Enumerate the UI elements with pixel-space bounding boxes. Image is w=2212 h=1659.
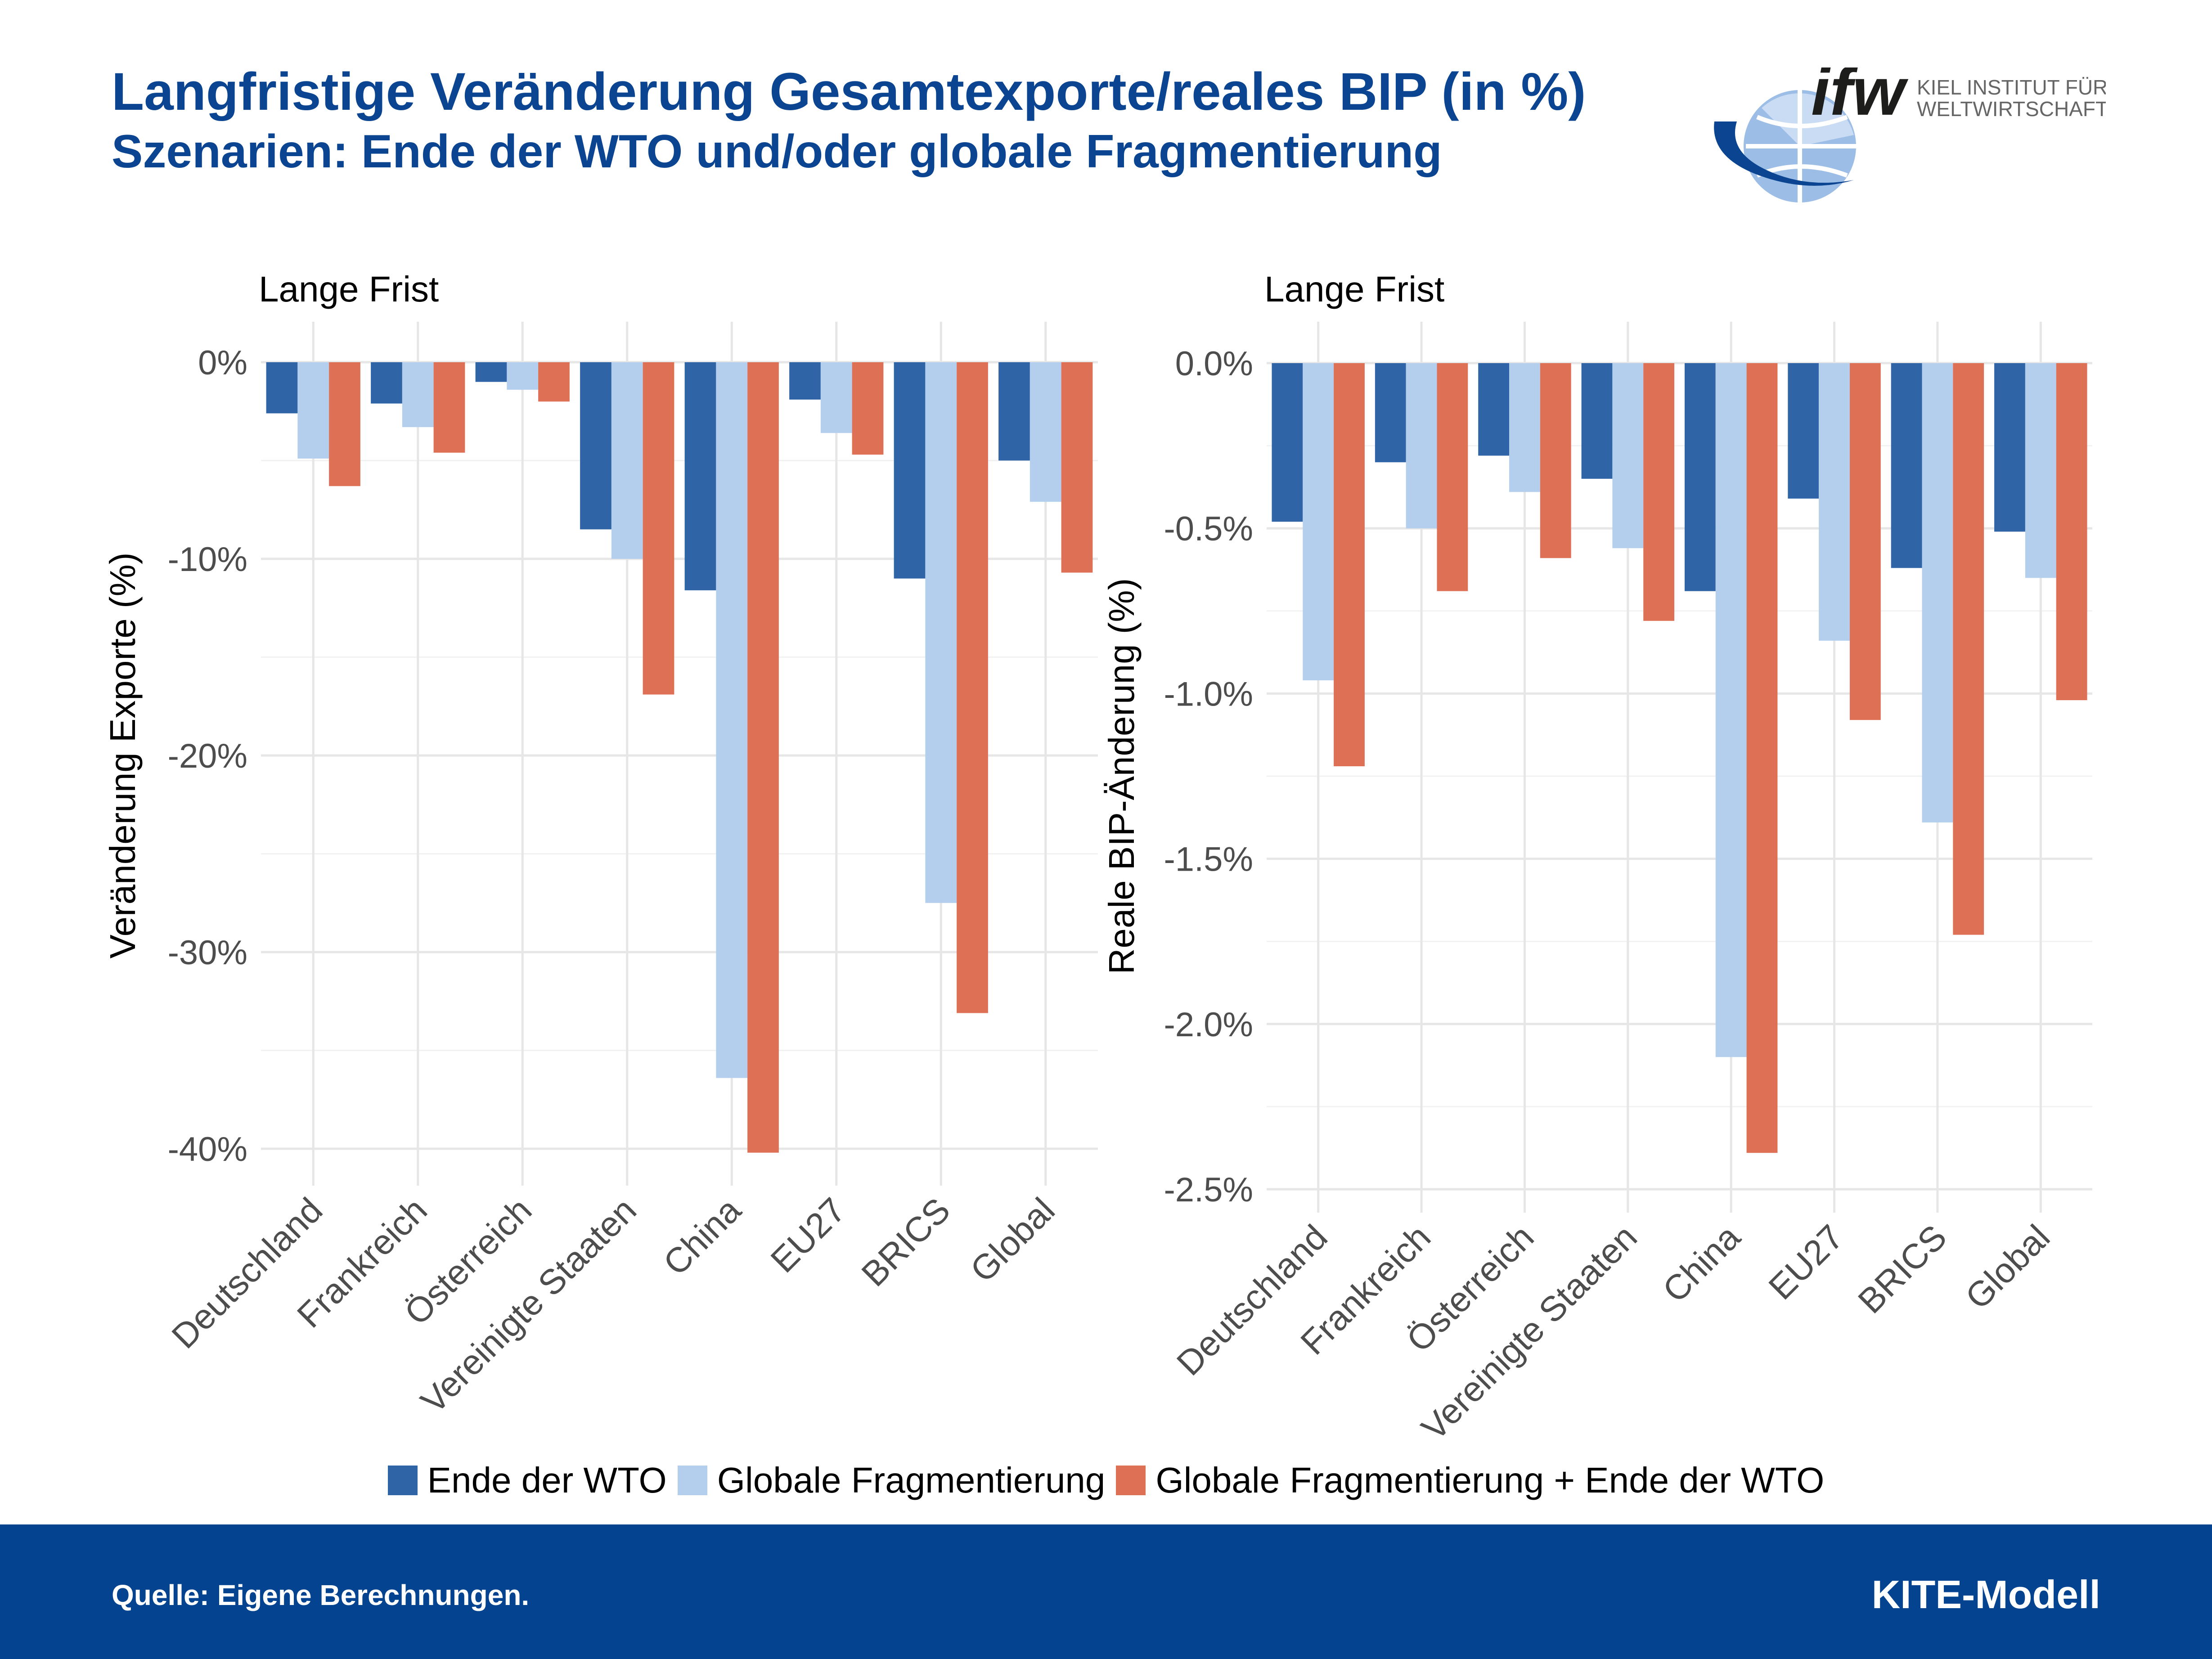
legend-swatch-ende-der-wto — [387, 1466, 418, 1495]
y-tick-label: -2.0% — [1164, 1006, 1253, 1044]
y-tick-label: -1.5% — [1164, 841, 1253, 879]
legend-item-kombiniert: Globale Fragmentierung + Ende der WTO — [1116, 1460, 1824, 1501]
chart-panel-2: 0.0% -0.5% -1.0% -1.5% -2.0% -2.5% Deutschland… — [1102, 269, 2092, 1448]
bar-brics-series-1 — [1891, 363, 1922, 568]
bar-frankreich-series-3 — [433, 362, 465, 453]
charts-area: 0%-10%-20%-30%-40%DeutschlandFrankreichÖ… — [103, 269, 2092, 1448]
legend-swatch-globale-fragmentierung — [677, 1466, 707, 1495]
y-tick-label: -2.5% — [1164, 1171, 1253, 1209]
bar-brics-series-2 — [925, 362, 957, 903]
y-axis-label: Reale BIP-Änderung (%) — [1102, 578, 1142, 974]
y-tick-label: -40% — [168, 1130, 247, 1169]
bar-china-series-3 — [1746, 363, 1778, 1153]
x-tick-label-deutschland: Deutschland — [164, 1190, 330, 1356]
bar-vereinigte-staaten-series-1 — [1581, 363, 1613, 479]
footer-bar: Quelle: Eigene Berechnungen. KITE-Modell — [0, 1524, 2212, 1659]
bar-frankreich-series-1 — [1375, 363, 1406, 463]
legend-label-kombiniert: Globale Fragmentierung + Ende der WTO — [1155, 1460, 1825, 1500]
y-tick-label: -1.0% — [1164, 675, 1253, 713]
logo-wordmark: ifw — [1811, 67, 1909, 129]
x-tick-label-brics: BRICS — [854, 1190, 958, 1294]
x-tick-label-deutschland: Deutschland — [1169, 1217, 1335, 1383]
x-tick-label-eu27: EU27 — [763, 1190, 853, 1280]
x-tick-label-brics: BRICS — [1850, 1217, 1954, 1321]
panel-title: Lange Frist — [259, 269, 439, 309]
bar-deutschland-series-3 — [329, 362, 360, 486]
y-tick-label: -10% — [168, 540, 247, 579]
bar-vereinigte-staaten-series-1 — [580, 362, 611, 530]
bar-brics-series-3 — [1953, 363, 1984, 935]
legend-label-globale-fragmentierung: Globale Fragmentierung — [717, 1460, 1106, 1500]
y-tick-label: -0.5% — [1164, 510, 1253, 548]
bar-global-series-2 — [1030, 362, 1061, 502]
bar-osterreich-series-1 — [475, 362, 507, 382]
bar-vereinigte-staaten-series-2 — [1612, 363, 1644, 549]
legend: Ende der WTO Globale Fragmentierung Glob… — [0, 1456, 2212, 1505]
bar-osterreich-series-1 — [1478, 363, 1510, 456]
panel-title: Lange Frist — [1264, 269, 1444, 309]
bar-frankreich-series-1 — [371, 362, 402, 404]
logo-line-2: WELTWIRTSCHAFT — [1917, 97, 2106, 121]
y-tick-label: -30% — [168, 934, 247, 972]
source-note: Quelle: Eigene Berechnungen. — [112, 1579, 530, 1611]
bar-deutschland-series-1 — [1272, 363, 1303, 522]
bar-china-series-2 — [716, 362, 748, 1078]
bar-vereinigte-staaten-series-3 — [643, 362, 674, 695]
bar-frankreich-series-2 — [1406, 363, 1437, 529]
bar-vereinigte-staaten-series-3 — [1643, 363, 1675, 621]
chart-panel-1: 0%-10%-20%-30%-40%DeutschlandFrankreichÖ… — [103, 269, 1098, 1421]
y-tick-label: 0.0% — [1175, 345, 1253, 383]
bar-eu27-series-3 — [852, 362, 884, 455]
y-tick-label: 0% — [198, 344, 247, 382]
x-tick-label-global: Global — [1958, 1217, 2058, 1317]
legend-label-ende-der-wto: Ende der WTO — [427, 1460, 667, 1500]
model-label: KITE-Modell — [1871, 1572, 2100, 1617]
bar-eu27-series-1 — [1788, 363, 1819, 499]
bar-china-series-3 — [747, 362, 779, 1153]
bar-brics-series-2 — [1922, 363, 1953, 823]
x-tick-label-china: China — [656, 1190, 749, 1283]
bar-eu27-series-2 — [820, 362, 852, 433]
bar-osterreich-series-3 — [538, 362, 570, 402]
bar-frankreich-series-3 — [1437, 363, 1468, 591]
bar-brics-series-3 — [957, 362, 988, 1013]
bar-china-series-1 — [684, 362, 716, 590]
page-subtitle: Szenarien: Ende der WTO und/oder globale… — [112, 126, 1442, 178]
bar-eu27-series-2 — [1819, 363, 1850, 641]
x-tick-label-eu27: EU27 — [1761, 1217, 1851, 1307]
bar-global-series-1 — [1994, 363, 2025, 532]
ifw-logo: ifw KIEL INSTITUT FÜR WELTWIRTSCHAFT — [1714, 67, 2106, 202]
bar-global-series-3 — [1061, 362, 1093, 573]
bar-deutschland-series-1 — [266, 362, 298, 414]
bar-deutschland-series-3 — [1334, 363, 1365, 766]
bar-osterreich-series-2 — [1509, 363, 1540, 492]
bar-brics-series-1 — [894, 362, 926, 579]
bar-global-series-1 — [998, 362, 1030, 461]
bar-china-series-1 — [1684, 363, 1716, 591]
bar-osterreich-series-3 — [1540, 363, 1571, 558]
legend-item-globale-fragmentierung: Globale Fragmentierung — [677, 1460, 1106, 1501]
bar-deutschland-series-2 — [1303, 363, 1334, 681]
bar-global-series-2 — [2025, 363, 2056, 578]
legend-item-ende-der-wto: Ende der WTO — [387, 1460, 667, 1501]
x-tick-label-global: Global — [962, 1190, 1062, 1290]
page-title: Langfristige Veränderung Gesamtexporte/r… — [112, 62, 1586, 121]
bar-deutschland-series-2 — [297, 362, 329, 459]
bar-eu27-series-3 — [1849, 363, 1881, 720]
bar-vereinigte-staaten-series-2 — [611, 362, 643, 559]
globe-icon — [1714, 90, 1856, 202]
y-tick-label: -20% — [168, 737, 247, 775]
legend-swatch-kombiniert — [1116, 1466, 1146, 1495]
x-tick-label-china: China — [1655, 1217, 1748, 1310]
bar-frankreich-series-2 — [402, 362, 434, 427]
bar-osterreich-series-2 — [507, 362, 539, 390]
logo-line-1: KIEL INSTITUT FÜR — [1917, 76, 2106, 99]
y-axis-label: Veränderung Exporte (%) — [103, 553, 143, 959]
bar-global-series-3 — [2056, 363, 2087, 701]
bar-china-series-2 — [1715, 363, 1747, 1057]
bar-eu27-series-1 — [789, 362, 821, 400]
